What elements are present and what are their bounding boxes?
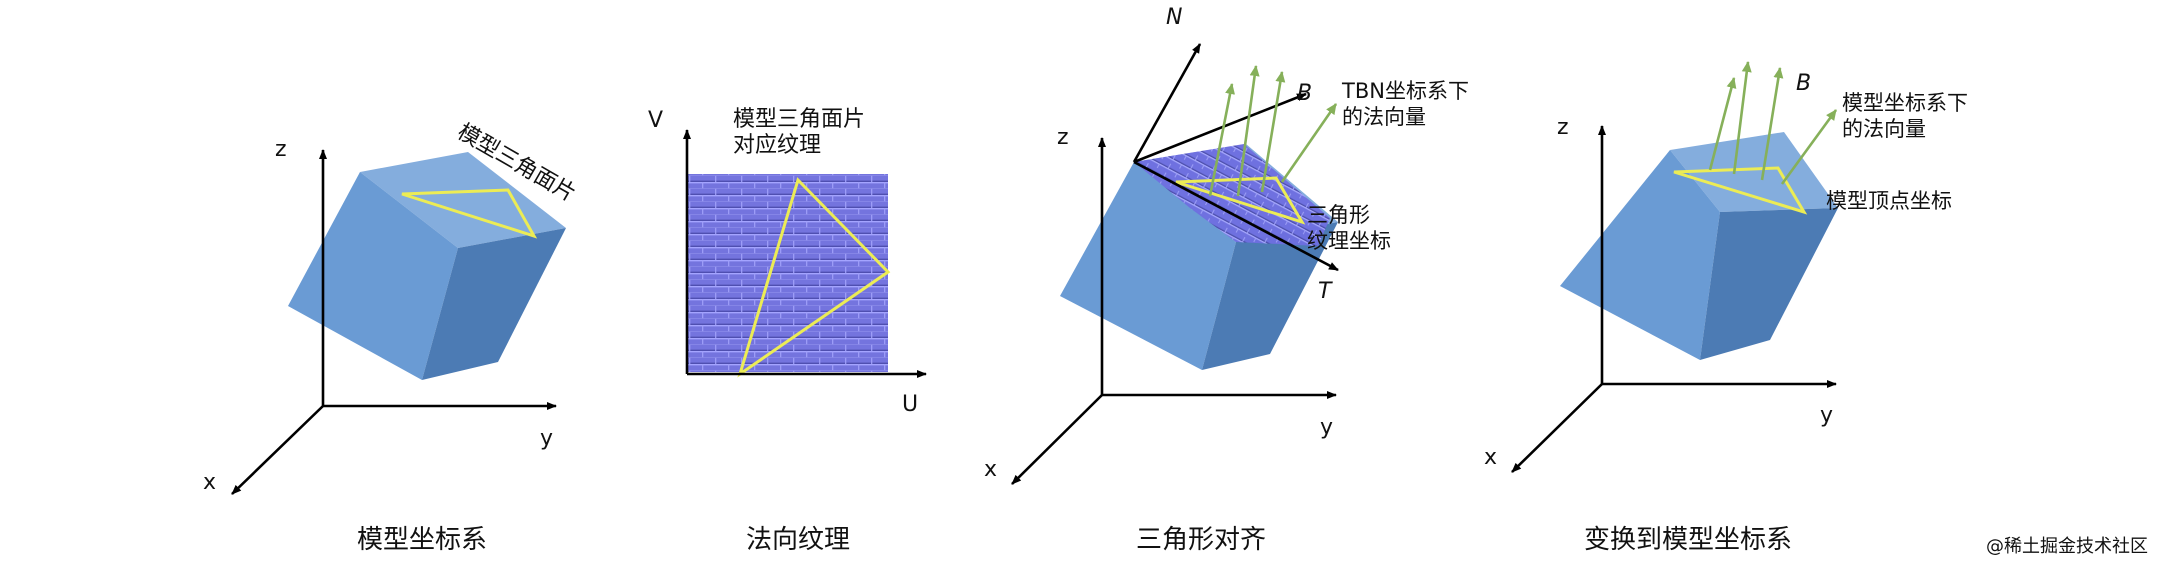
cube-side-face	[422, 228, 566, 380]
tbn-normal-vector	[1280, 103, 1338, 183]
model-normal-label-line2: 的法向量	[1842, 117, 1926, 141]
texture-label-line1: 模型三角面片	[733, 107, 865, 132]
n-axis	[1132, 43, 1202, 163]
x-axis-label: x	[984, 457, 997, 482]
model-normal-vector	[1708, 77, 1737, 171]
panel-caption: 变换到模型坐标系	[1584, 525, 1792, 555]
tbn-normal-vector	[1260, 71, 1286, 193]
textured-top-face	[1134, 144, 1330, 246]
model-normal-vector	[1760, 67, 1784, 181]
tbn-normal-label-line2: 的法向量	[1342, 105, 1426, 129]
cube-side-face	[1700, 208, 1838, 360]
x-axis	[1511, 383, 1603, 473]
panel-caption: 模型坐标系	[357, 525, 487, 555]
x-axis	[1011, 394, 1103, 485]
panel-caption: 法向纹理	[746, 525, 850, 555]
cube-front-face	[1560, 150, 1720, 360]
b-axis-label: B	[1297, 81, 1312, 106]
model-normal-vector	[1780, 109, 1838, 185]
model-normal-vectors	[1708, 61, 1838, 185]
tbn-normal-vector	[1208, 83, 1235, 197]
x-axis-label: x	[1484, 445, 1497, 470]
cube-top-face	[1670, 132, 1838, 212]
cube-top-face	[360, 152, 566, 248]
panel-to-model-space: z y x B 模型坐标系下 的法向量 模型顶点坐标 变换到模型坐标系	[1484, 61, 1968, 555]
u-axis-label: U	[902, 392, 918, 417]
tbn-normal-vector	[1236, 65, 1260, 197]
x-axis-label: x	[203, 470, 216, 495]
t-axis	[1133, 160, 1339, 272]
panel-triangle-align: z y x N B T TBN坐标系下 的法向量 三角形 纹理坐标 三角形对齐	[984, 5, 1469, 555]
cube-front-face	[1060, 162, 1236, 370]
cube-side-face	[1202, 222, 1338, 370]
model-normal-label-line1: 模型坐标系下	[1842, 91, 1968, 115]
triangle-uv-label-line2: 纹理坐标	[1307, 229, 1391, 253]
panel-normal-texture: V U 模型三角面片 对应纹理 法向纹理	[648, 107, 927, 555]
panel-caption: 三角形对齐	[1136, 525, 1266, 555]
watermark: @稀土掘金技术社区	[1986, 536, 2148, 557]
z-axis-label: z	[1557, 115, 1569, 140]
cube-front-face	[288, 172, 458, 380]
tbn-normal-vectors	[1208, 65, 1338, 197]
normal-map-texture	[688, 174, 888, 372]
z-axis-label: z	[1057, 125, 1069, 150]
cube-1	[288, 152, 566, 380]
texture-triangle	[737, 177, 891, 378]
b-axis-label: B	[1796, 71, 1811, 96]
t-axis-label: T	[1318, 279, 1333, 304]
triangle-uv-label-line1: 三角形	[1307, 203, 1370, 227]
tbn-normal-label-line1: TBN坐标系下	[1341, 79, 1469, 103]
v-axis-label: V	[648, 108, 663, 133]
model-normal-vector	[1732, 61, 1752, 175]
model-space-triangle	[1673, 166, 1808, 215]
y-axis-label: y	[1820, 403, 1833, 428]
model-triangle	[401, 188, 538, 239]
vertex-coords-label: 模型顶点坐标	[1826, 189, 1952, 213]
panel-model-space: z y x 模型三角面片 模型坐标系	[203, 120, 580, 555]
n-axis-label: N	[1166, 5, 1182, 30]
x-axis	[231, 405, 324, 495]
cube-4	[1560, 132, 1838, 360]
z-axis-label: z	[275, 137, 287, 162]
y-axis-label: y	[540, 426, 553, 451]
texture-label-line2: 对应纹理	[733, 133, 821, 158]
aligned-triangle	[1175, 176, 1306, 225]
y-axis-label: y	[1320, 415, 1333, 440]
